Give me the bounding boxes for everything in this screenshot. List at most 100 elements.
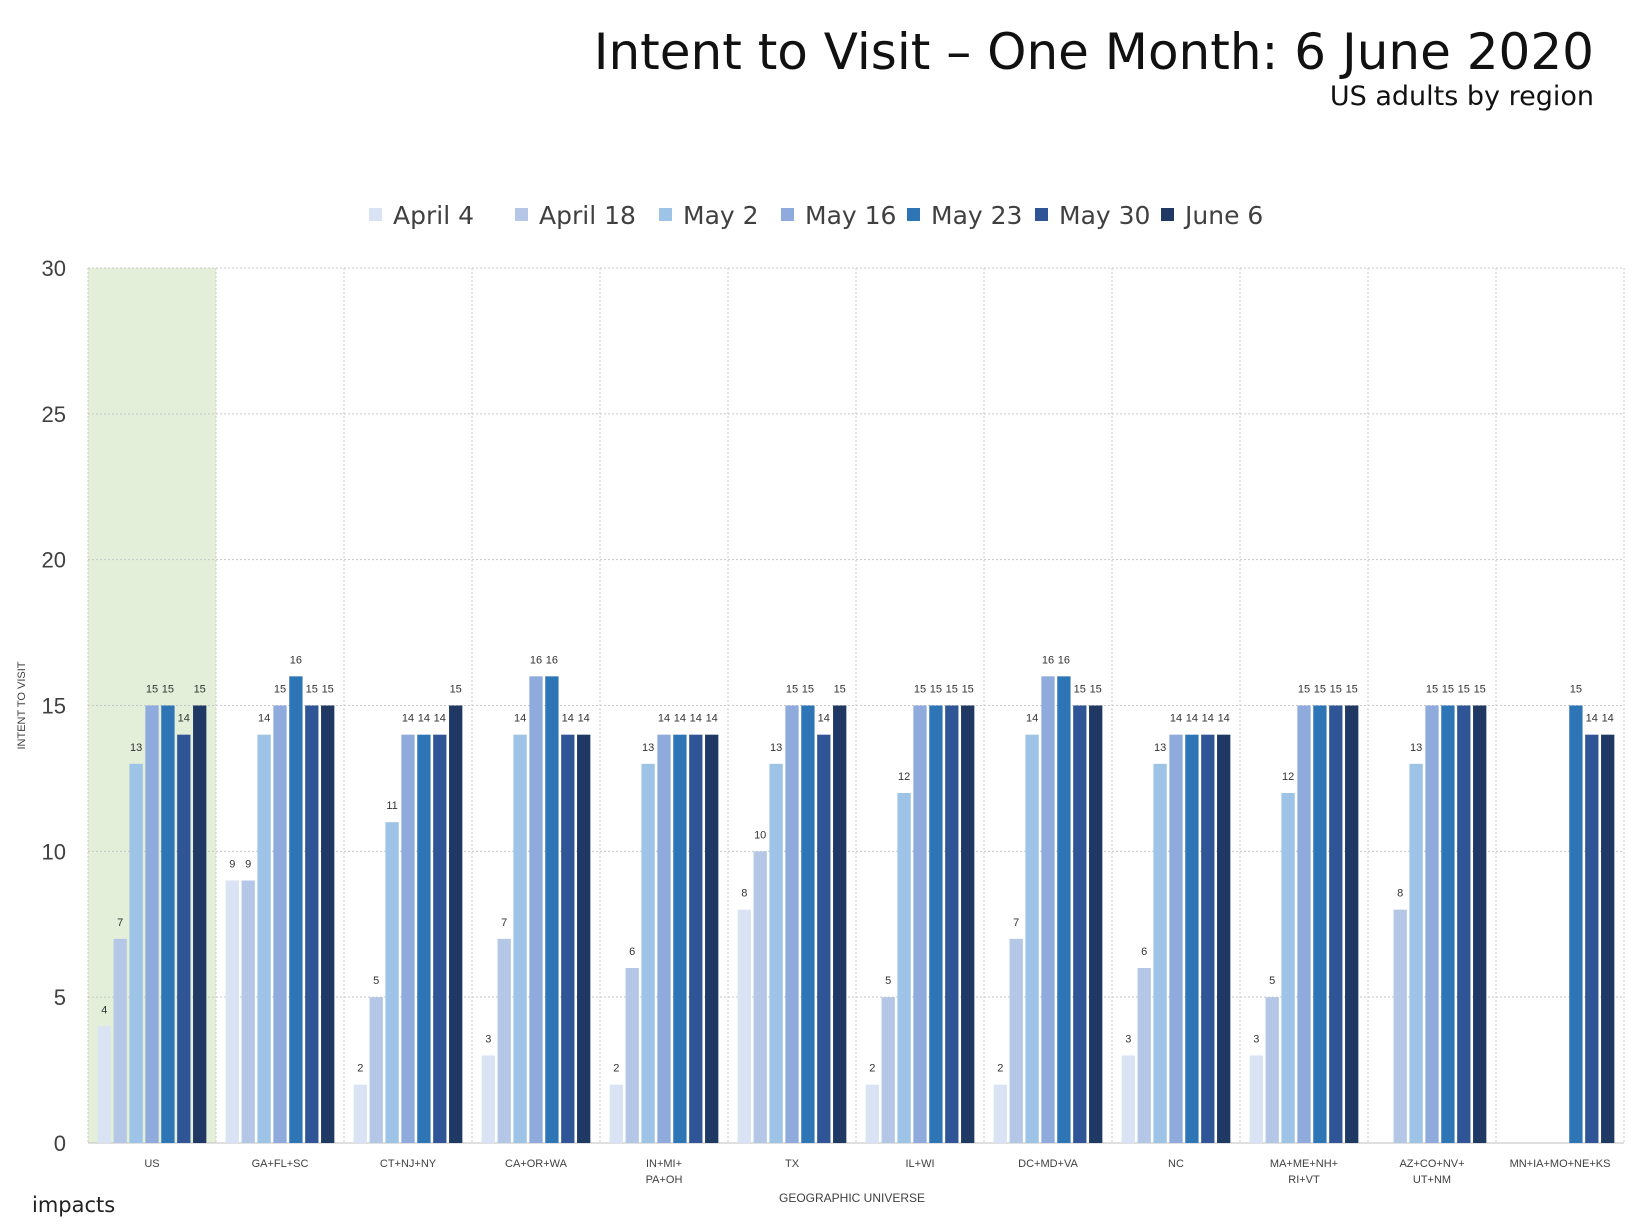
data-label: 15 bbox=[1458, 684, 1470, 696]
bar bbox=[769, 763, 783, 1143]
grid-layer bbox=[87, 267, 1625, 1144]
data-label: 14 bbox=[818, 713, 830, 725]
bar bbox=[577, 734, 591, 1143]
x-category-label: US bbox=[144, 1158, 159, 1170]
chart-title: Intent to Visit – One Month: 6 June 2020 bbox=[593, 23, 1594, 81]
bar bbox=[737, 909, 751, 1143]
data-label: 15 bbox=[930, 684, 942, 696]
data-label: 15 bbox=[914, 684, 926, 696]
legend-label: April 18 bbox=[539, 201, 636, 230]
bar bbox=[1473, 705, 1487, 1143]
legend-swatch bbox=[659, 208, 672, 221]
data-label: 15 bbox=[1426, 684, 1438, 696]
data-label: 15 bbox=[1074, 684, 1086, 696]
data-label: 14 bbox=[418, 713, 430, 725]
data-label: 15 bbox=[834, 684, 846, 696]
bar bbox=[561, 734, 575, 1143]
data-label: 3 bbox=[1253, 1034, 1259, 1046]
bar bbox=[897, 793, 911, 1143]
bar bbox=[1441, 705, 1455, 1143]
bar bbox=[1569, 705, 1583, 1143]
data-label: 7 bbox=[1013, 917, 1019, 929]
y-axis-title: INTENT TO VISIT bbox=[16, 661, 28, 749]
legend-label: May 16 bbox=[805, 201, 896, 230]
bar bbox=[881, 997, 895, 1143]
data-label: 14 bbox=[402, 713, 414, 725]
x-category-label: TX bbox=[785, 1158, 800, 1170]
bar bbox=[369, 997, 383, 1143]
bar bbox=[1409, 763, 1423, 1143]
bar bbox=[1249, 1055, 1263, 1143]
data-label: 14 bbox=[258, 713, 270, 725]
bar bbox=[961, 705, 975, 1143]
bar bbox=[545, 676, 559, 1143]
data-label: 6 bbox=[629, 946, 635, 958]
data-label: 13 bbox=[770, 742, 782, 754]
bar bbox=[833, 705, 847, 1143]
data-label: 14 bbox=[1586, 713, 1598, 725]
data-label: 13 bbox=[1154, 742, 1166, 754]
x-category-label: MN+IA+MO+NE+KS bbox=[1510, 1158, 1611, 1170]
data-label: 15 bbox=[1314, 684, 1326, 696]
bar bbox=[385, 822, 399, 1143]
bar bbox=[1313, 705, 1327, 1143]
bar bbox=[145, 705, 159, 1143]
bar bbox=[657, 734, 671, 1143]
bar bbox=[513, 734, 527, 1143]
data-label: 9 bbox=[245, 859, 251, 871]
bar bbox=[1009, 938, 1023, 1143]
bar bbox=[401, 734, 415, 1143]
bar bbox=[1025, 734, 1039, 1143]
legend: April 4 April 18 May 2 May 16 May 23 May 30 Ju… bbox=[369, 201, 1263, 230]
data-label: 14 bbox=[514, 713, 526, 725]
bar bbox=[193, 705, 207, 1143]
data-label: 15 bbox=[306, 684, 318, 696]
data-label: 15 bbox=[146, 684, 158, 696]
data-label: 6 bbox=[1141, 946, 1147, 958]
bar bbox=[993, 1084, 1007, 1143]
bar bbox=[305, 705, 319, 1143]
bar bbox=[1073, 705, 1087, 1143]
x-category-label: NC bbox=[1168, 1158, 1184, 1170]
y-tick-label: 10 bbox=[42, 839, 66, 864]
bar bbox=[817, 734, 831, 1143]
y-tick-label: 5 bbox=[54, 985, 66, 1010]
data-label: 15 bbox=[450, 684, 462, 696]
data-label: 5 bbox=[373, 975, 379, 987]
data-label: 16 bbox=[530, 654, 542, 666]
data-label: 15 bbox=[1570, 684, 1582, 696]
data-label: 11 bbox=[386, 800, 397, 812]
data-label: 15 bbox=[1474, 684, 1486, 696]
data-label: 14 bbox=[1170, 713, 1182, 725]
data-label: 7 bbox=[501, 917, 507, 929]
data-label: 15 bbox=[802, 684, 814, 696]
bar bbox=[753, 851, 767, 1143]
data-label: 10 bbox=[754, 829, 766, 841]
bar bbox=[865, 1084, 879, 1143]
bar bbox=[1057, 676, 1071, 1143]
bar bbox=[689, 734, 703, 1143]
bar bbox=[673, 734, 687, 1143]
data-label: 13 bbox=[1410, 742, 1422, 754]
bar bbox=[1393, 909, 1407, 1143]
data-label: 14 bbox=[562, 713, 574, 725]
bar bbox=[97, 1026, 111, 1143]
bar bbox=[945, 705, 959, 1143]
bar bbox=[913, 705, 927, 1143]
legend-swatch bbox=[907, 208, 920, 221]
bar bbox=[1121, 1055, 1135, 1143]
bar bbox=[1153, 763, 1167, 1143]
legend-label: May 2 bbox=[683, 201, 759, 230]
legend-label: April 4 bbox=[393, 201, 474, 230]
x-category-label: MA+ME+NH+ RI+VT bbox=[1270, 1158, 1338, 1186]
data-label-layer: 4 7 13 15 15 14 15 9 9 14 15 16 15 15 2 5 11 14 14 14 15 3 7 14… bbox=[101, 654, 1614, 1074]
data-label: 15 bbox=[1090, 684, 1102, 696]
data-label: 15 bbox=[1330, 684, 1342, 696]
data-label: 12 bbox=[898, 771, 910, 783]
x-category-label: DC+MD+VA bbox=[1018, 1158, 1078, 1170]
data-label: 5 bbox=[1269, 975, 1275, 987]
data-label: 14 bbox=[1602, 713, 1614, 725]
data-label: 16 bbox=[1058, 654, 1070, 666]
bar bbox=[1329, 705, 1343, 1143]
data-label: 15 bbox=[1298, 684, 1310, 696]
